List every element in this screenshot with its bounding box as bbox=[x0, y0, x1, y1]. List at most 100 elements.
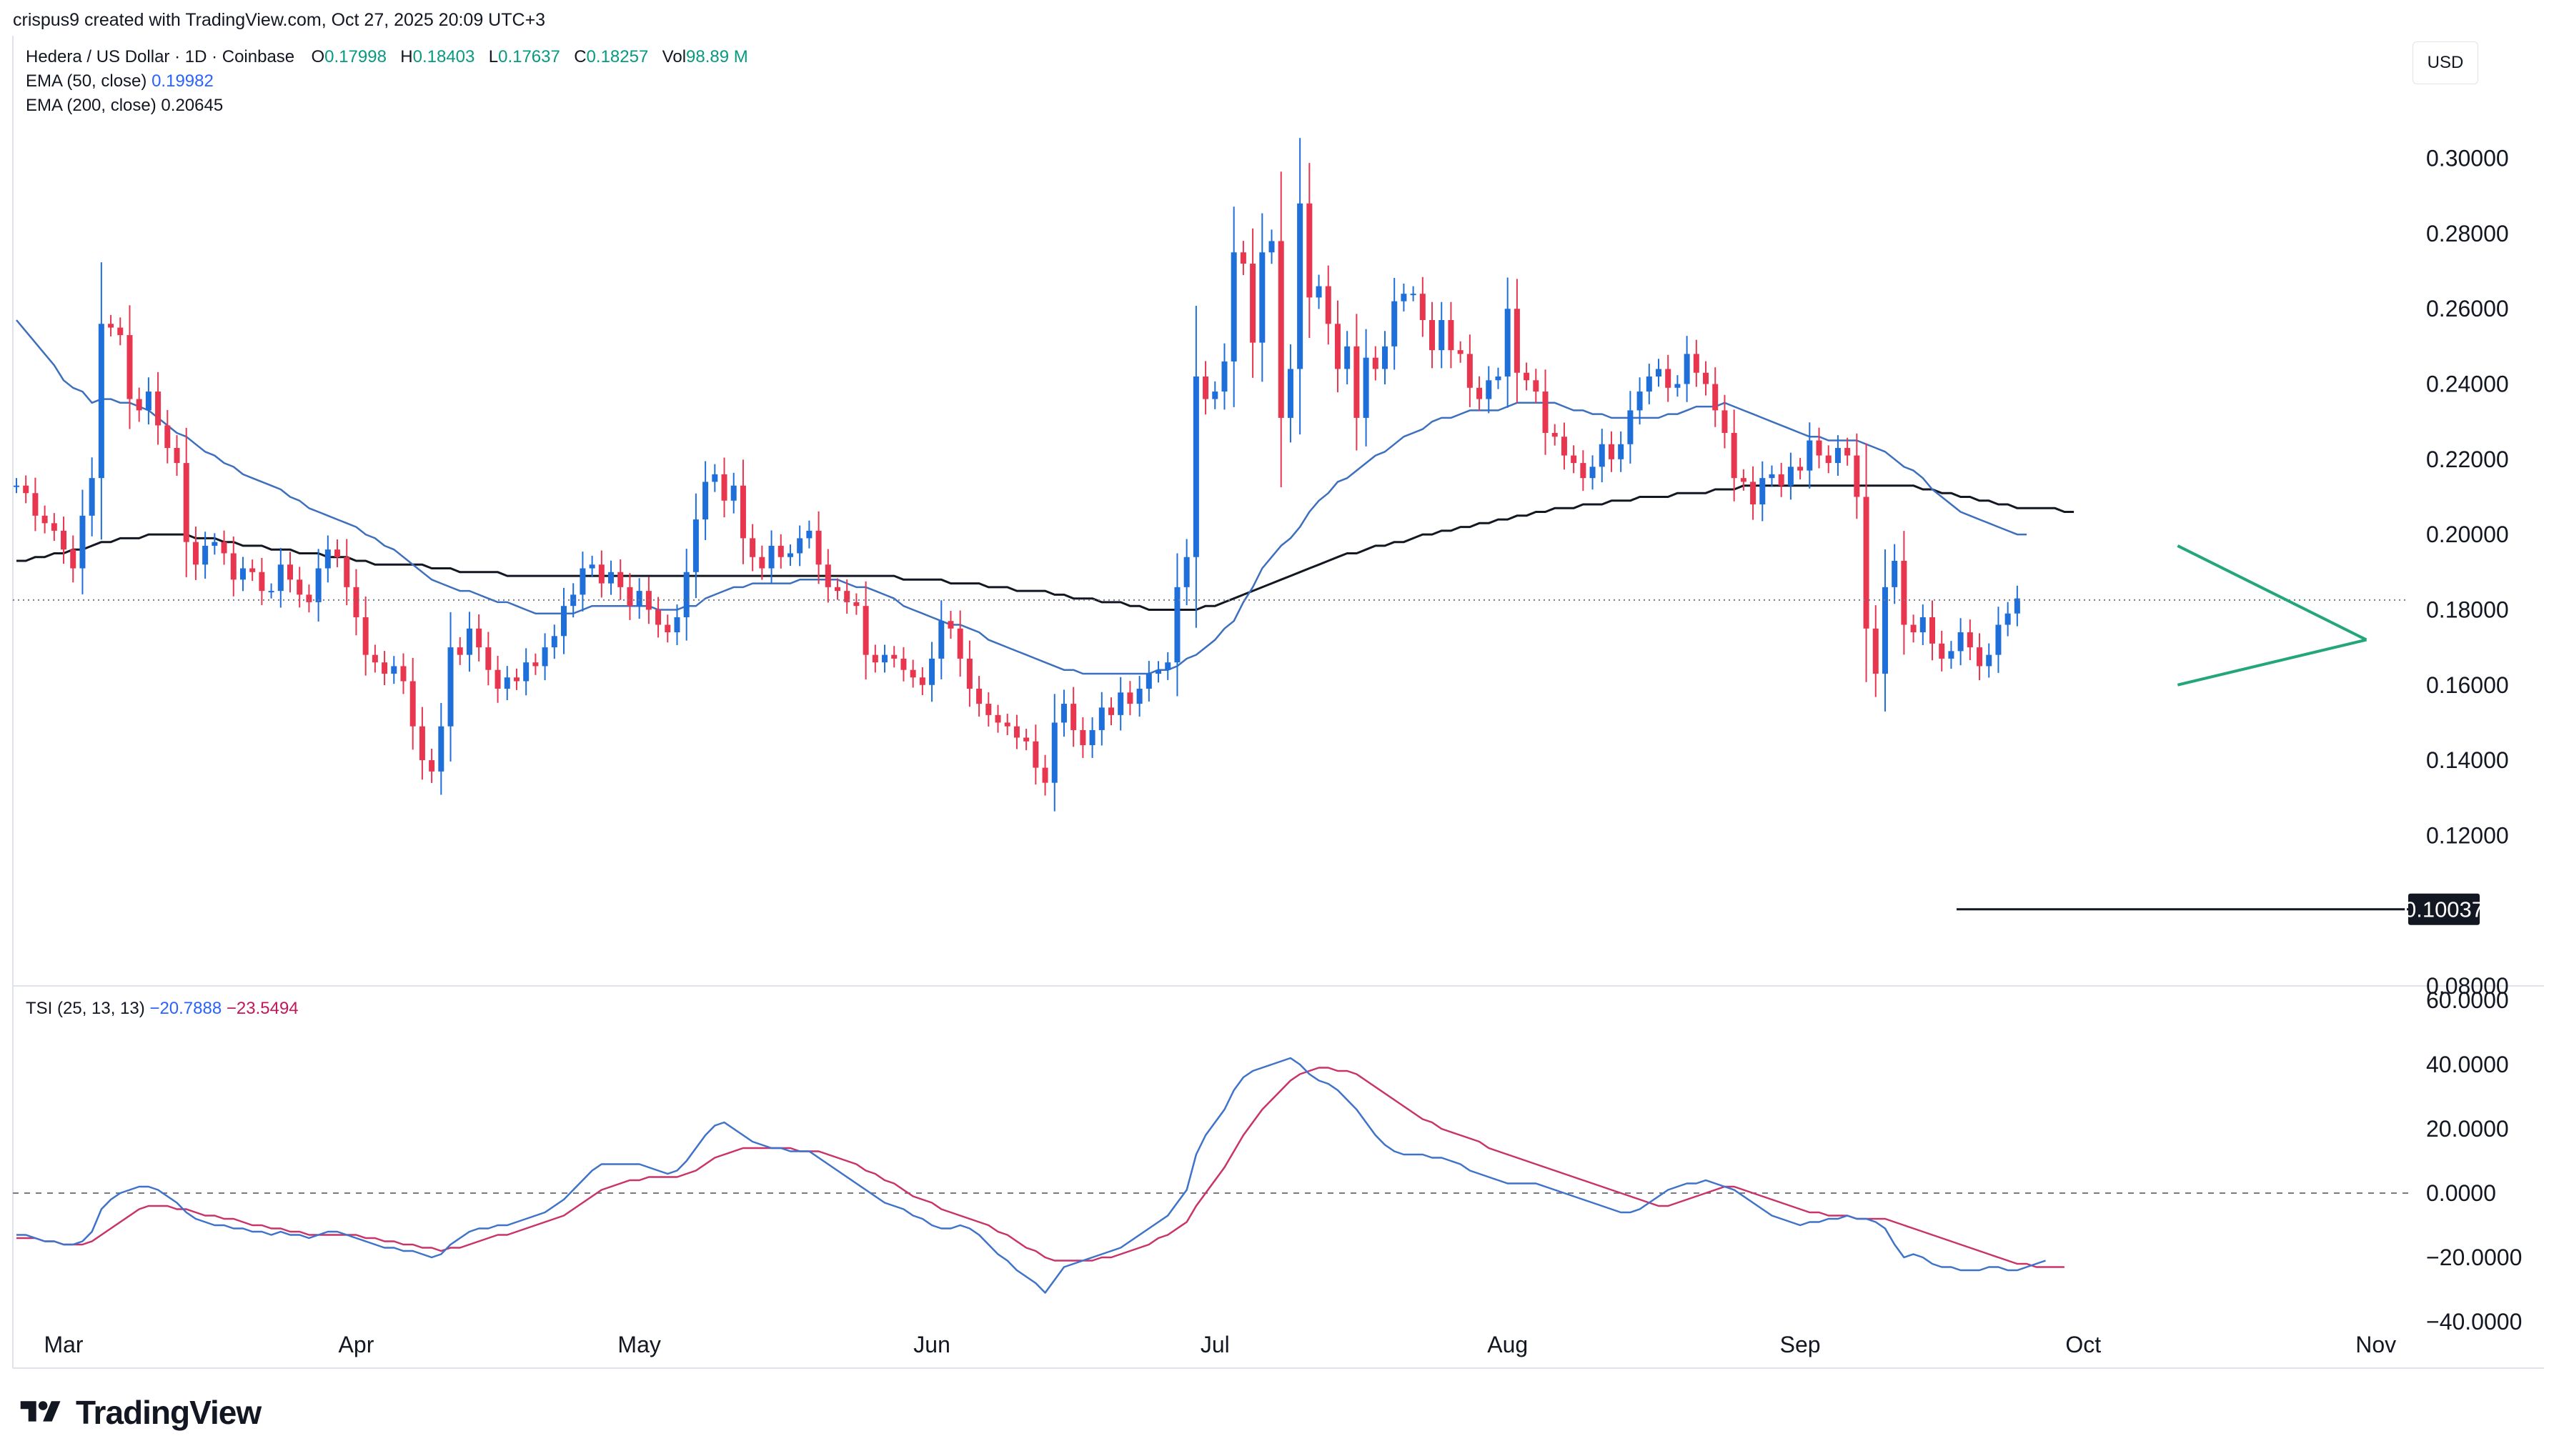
candle-body bbox=[1844, 448, 1851, 456]
candle-body bbox=[32, 493, 39, 516]
candle-body bbox=[1561, 437, 1567, 456]
candle-body bbox=[1807, 440, 1813, 471]
candle bbox=[655, 597, 662, 638]
candle bbox=[1391, 278, 1398, 370]
candle-body bbox=[1684, 354, 1690, 384]
ema200-legend[interactable]: EMA (200, close) 0.20645 bbox=[26, 96, 223, 116]
candle bbox=[1977, 633, 1983, 681]
candle bbox=[1221, 343, 1228, 410]
tsi-legend[interactable]: TSI (25, 13, 13) −20.7888 −23.5494 bbox=[26, 999, 299, 1019]
ema50-legend[interactable]: EMA (50, close) 0.19982 bbox=[26, 71, 214, 91]
candle-body bbox=[702, 482, 709, 520]
candle bbox=[919, 667, 925, 695]
candle bbox=[1316, 274, 1322, 309]
candle-body bbox=[1495, 376, 1501, 381]
candle-body bbox=[1910, 624, 1917, 633]
candle bbox=[324, 535, 331, 583]
symbol-name[interactable]: Hedera / US Dollar · 1D · Coinbase bbox=[26, 47, 295, 66]
candle-body bbox=[1787, 467, 1794, 486]
candle-body bbox=[1834, 448, 1841, 464]
candle bbox=[98, 262, 104, 540]
time-tick-label: Oct bbox=[2065, 1332, 2101, 1357]
candle-body bbox=[1986, 654, 1992, 667]
candle bbox=[1287, 344, 1293, 443]
candle bbox=[1439, 301, 1445, 369]
candle bbox=[730, 472, 737, 514]
candle-body bbox=[674, 617, 680, 633]
candle bbox=[221, 530, 227, 565]
candle-body bbox=[1429, 320, 1436, 351]
candle bbox=[636, 578, 642, 619]
candle bbox=[1627, 391, 1634, 464]
candle bbox=[1872, 605, 1879, 697]
candle-body bbox=[221, 542, 227, 554]
candle bbox=[957, 610, 963, 677]
candle bbox=[1231, 206, 1237, 407]
candle bbox=[41, 505, 48, 534]
candle-body bbox=[1721, 410, 1728, 433]
candle bbox=[1919, 604, 1926, 645]
candle-body bbox=[797, 538, 803, 554]
candle bbox=[891, 646, 898, 668]
candle bbox=[1495, 367, 1501, 389]
candle-body bbox=[532, 662, 539, 667]
currency-button[interactable]: USD bbox=[2413, 41, 2478, 84]
candle-body bbox=[2004, 613, 2011, 625]
candle-body bbox=[1183, 557, 1190, 587]
candle-body bbox=[1070, 704, 1077, 730]
candle-body bbox=[1674, 384, 1681, 388]
candle bbox=[1278, 171, 1284, 488]
candle-body bbox=[315, 568, 322, 602]
candle-body bbox=[1439, 320, 1445, 351]
candle bbox=[985, 692, 992, 727]
candle bbox=[1136, 676, 1143, 717]
candle bbox=[1551, 424, 1558, 446]
ema50-value: 0.19982 bbox=[151, 71, 214, 91]
candle bbox=[476, 614, 482, 662]
open-label: O bbox=[311, 47, 325, 66]
candle bbox=[1297, 138, 1303, 435]
candle-body bbox=[1703, 372, 1709, 384]
candle bbox=[1401, 283, 1407, 311]
candle-body bbox=[1514, 309, 1520, 373]
price-tick-label: 0.26000 bbox=[2426, 296, 2509, 321]
candle-body bbox=[23, 485, 29, 494]
price-tick-label: 0.22000 bbox=[2426, 447, 2509, 472]
tsi-pane: 60.0000 40.0000 20.0000 0.0000 −20.0000 −40.0… bbox=[13, 987, 2522, 1335]
candle-body bbox=[712, 474, 718, 482]
candle-body bbox=[1136, 689, 1143, 704]
candle-body bbox=[174, 448, 180, 464]
candle-body bbox=[1080, 729, 1086, 746]
candle-body bbox=[287, 564, 293, 580]
candle bbox=[900, 647, 907, 682]
candle-body bbox=[1212, 392, 1218, 399]
chart-attribution: crispus9 created with TradingView.com, O… bbox=[13, 10, 546, 30]
tradingview-brand[interactable]: TradingView bbox=[16, 1393, 262, 1432]
candle-body bbox=[561, 606, 567, 637]
candle bbox=[1797, 457, 1804, 480]
candle bbox=[1580, 450, 1586, 492]
candle-body bbox=[1863, 497, 1869, 629]
candle-body bbox=[192, 542, 199, 565]
candle bbox=[1882, 549, 1888, 712]
candle bbox=[627, 573, 633, 620]
candle-body bbox=[429, 760, 435, 772]
tsi-signal-value: −23.5494 bbox=[226, 999, 299, 1018]
candle-body bbox=[966, 658, 973, 689]
candle-body bbox=[1372, 357, 1378, 369]
low-value: 0.17637 bbox=[498, 47, 560, 66]
candle-body bbox=[513, 677, 520, 682]
candle bbox=[126, 305, 133, 429]
candle bbox=[815, 511, 822, 584]
candle-body bbox=[504, 677, 510, 689]
candle bbox=[1419, 276, 1426, 337]
candle-body bbox=[929, 658, 935, 685]
open-value: 0.17998 bbox=[324, 47, 387, 66]
candle bbox=[249, 559, 256, 582]
candle bbox=[419, 707, 425, 780]
candle bbox=[51, 513, 57, 542]
candle-body bbox=[1127, 692, 1133, 704]
candle bbox=[948, 611, 954, 639]
candle-body bbox=[777, 545, 784, 557]
